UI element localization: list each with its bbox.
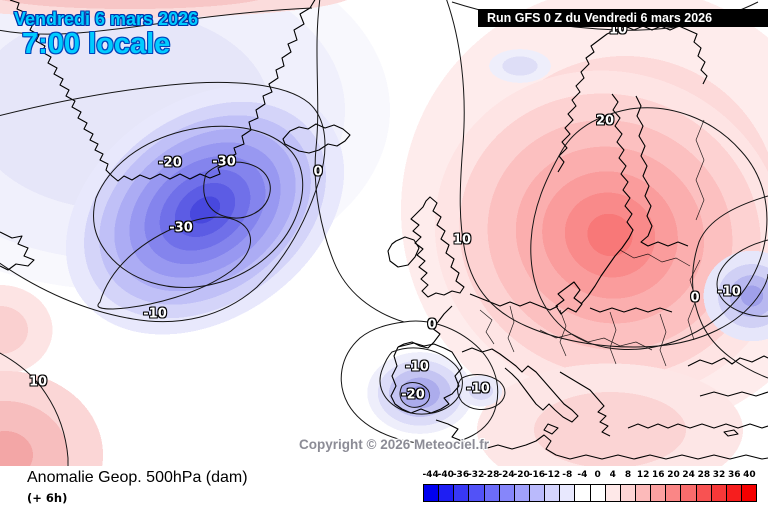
legend-cell (528, 485, 545, 501)
anomaly-map: -20 -30 -30 -10 0 10 10 0 -10 -20 -10 0 -10 20 10 Copy… (0, 0, 768, 466)
legend-tick: -12 (543, 470, 561, 480)
legend-tick: 32 (712, 470, 726, 480)
legend-cell (740, 485, 757, 501)
legend-cell (680, 485, 696, 501)
forecast-hour: (+ 6h) (27, 491, 68, 505)
anomaly-fills (0, 0, 768, 466)
legend-tick: 20 (667, 470, 680, 480)
legend-cell (695, 485, 711, 501)
run-banner: Run GFS 0 Z du Vendredi 6 mars 2026 (478, 9, 768, 27)
legend-tick: 4 (609, 470, 616, 480)
legend-cell (513, 485, 529, 501)
legend-tick: -44 (422, 470, 439, 480)
local-time-text: 7:00 locale (22, 28, 171, 60)
legend-tick: -40 (437, 470, 454, 480)
legend-cell (468, 485, 484, 501)
legend-tick: 28 (697, 470, 711, 480)
map-canvas (0, 0, 768, 466)
legend-cell (498, 485, 514, 501)
map-parameter-title: Anomalie Geop. 500hPa (dam) (27, 469, 248, 486)
legend-cell (544, 485, 560, 501)
legend-cell (559, 485, 575, 501)
legend-tick: 40 (743, 470, 756, 480)
date-text: Vendredi 6 mars 2026 (14, 9, 199, 29)
legend-cell (634, 485, 651, 501)
copyright-text: Copyright © 2026 Meteociel.fr (299, 437, 489, 452)
legend-bar (423, 484, 757, 502)
legend-cell (725, 485, 741, 501)
legend-tick: -32 (467, 470, 485, 480)
legend-cell (483, 485, 499, 501)
legend-cell (650, 485, 666, 501)
coastlines (0, 0, 768, 460)
legend-cell (665, 485, 681, 501)
legend-cell (438, 485, 454, 501)
legend-cell (574, 485, 590, 501)
legend-tick: -16 (528, 470, 545, 480)
legend-tick: 0 (594, 470, 601, 480)
legend-ticks: -44 -40 -36 -32 -28 -24 -20 -16 -12 -8 -4 0 4 8 12 16 20… (422, 470, 757, 482)
legend-tick: -20 (513, 470, 530, 480)
date-banner: Vendredi 6 mars 2026 7:00 locale (14, 10, 198, 59)
legend-tick: 16 (652, 470, 665, 480)
legend-tick: 36 (727, 470, 741, 480)
legend-tick: -4 (577, 470, 588, 480)
legend-cell (453, 485, 469, 501)
legend-cell (589, 485, 605, 501)
legend-tick: 24 (682, 470, 695, 480)
legend-tick: -24 (498, 470, 515, 480)
legend-tick: -28 (483, 470, 500, 480)
color-scale-legend: -44 -40 -36 -32 -28 -24 -20 -16 -12 -8 -4 0 4 8 12 16 20… (422, 470, 757, 508)
legend-tick: -36 (452, 470, 470, 480)
legend-cell (619, 485, 635, 501)
country-borders (479, 119, 705, 367)
legend-cell (710, 485, 726, 501)
legend-cell (604, 485, 620, 501)
legend-cell (424, 485, 439, 501)
legend-tick: 12 (636, 470, 650, 480)
legend-tick: -8 (562, 470, 573, 480)
legend-tick: 8 (624, 470, 632, 480)
